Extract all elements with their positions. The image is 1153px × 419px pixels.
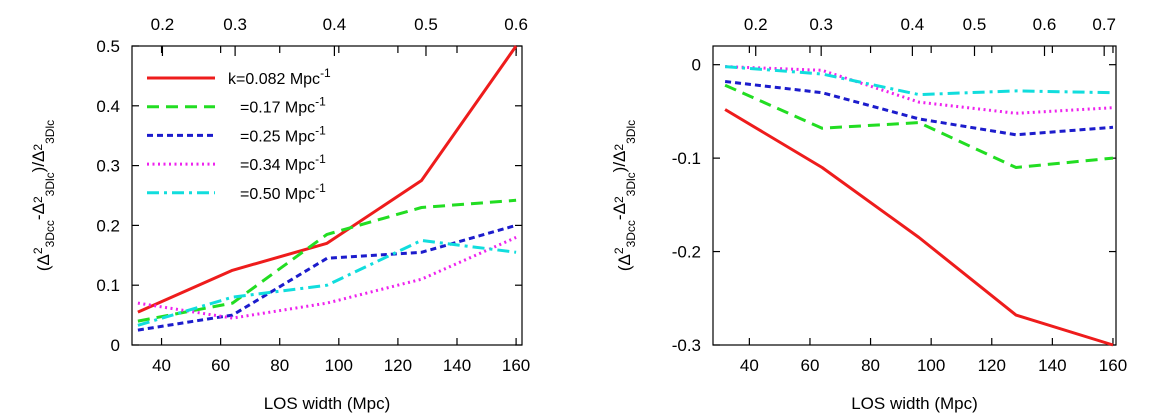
x-tick-label: 100 bbox=[917, 356, 945, 375]
legend-label-2: =0.17 Mpc-1 bbox=[240, 95, 326, 117]
top-tick-label: 0.2 bbox=[151, 15, 175, 34]
series-line-5 bbox=[724, 65, 1114, 97]
x-tick-label: 60 bbox=[211, 356, 230, 375]
x-tick-label: 40 bbox=[152, 356, 171, 375]
x-tick-label: 120 bbox=[978, 356, 1006, 375]
x-tick-label: 40 bbox=[740, 356, 759, 375]
series-line-4 bbox=[725, 65, 1114, 115]
legend-label-3: =0.25 Mpc-1 bbox=[240, 123, 326, 145]
y-tick-label: 0.2 bbox=[96, 216, 120, 235]
y-tick-label: 0.1 bbox=[96, 276, 120, 295]
x-tick-label: 100 bbox=[325, 356, 353, 375]
top-tick-label: 0.5 bbox=[963, 15, 987, 34]
top-tick-label: 0.6 bbox=[1033, 15, 1057, 34]
chart-panel-2: 40 60 80 100 120 140 160 0.2 0.3 0.4 0.5 0.6 0.7 0 -0.… bbox=[610, 15, 1127, 413]
y-tick-label: 0 bbox=[111, 336, 120, 355]
top-tick-label: 0.2 bbox=[744, 15, 768, 34]
y-tick-label: 0.3 bbox=[96, 157, 120, 176]
x-tick-label: 140 bbox=[1038, 356, 1066, 375]
y-tick-label: 0.5 bbox=[96, 37, 120, 56]
chart-panel-1: 40 60 80 100 120 140 160 0.2 0.3 0.4 0.5 0.6 0 0.1 0.2… bbox=[29, 15, 530, 413]
legend-label-5: =0.50 Mpc-1 bbox=[240, 181, 326, 203]
y-axis-label: (Δ23Dcc-Δ23Dlc)/Δ23Dlc bbox=[610, 120, 638, 271]
x-tick-label: 120 bbox=[384, 356, 412, 375]
series-line-2 bbox=[724, 83, 1114, 169]
top-tick-label: 0.7 bbox=[1092, 15, 1116, 34]
y-tick-label: -0.1 bbox=[672, 149, 701, 168]
x-tick-label: 160 bbox=[1099, 356, 1127, 375]
y-tick-label: 0 bbox=[692, 56, 701, 75]
y-tick-label: -0.2 bbox=[672, 243, 701, 262]
series-line-3 bbox=[724, 80, 1114, 137]
series-line-1 bbox=[724, 108, 1114, 347]
series-line-1 bbox=[137, 45, 518, 314]
legend-label-1: k=0.082 Mpc-1 bbox=[228, 66, 331, 88]
x-tick-label: 140 bbox=[443, 356, 471, 375]
series-line-5 bbox=[137, 238, 517, 327]
x-axis-label: LOS width (Mpc) bbox=[851, 394, 978, 413]
y-tick-label: -0.3 bbox=[672, 336, 701, 355]
x-tick-label: 80 bbox=[270, 356, 289, 375]
legend: k=0.082 Mpc-1 =0.17 Mpc-1 =0.25 Mpc-1 =0.34… bbox=[147, 66, 331, 203]
top-tick-label: 0.6 bbox=[504, 15, 528, 34]
legend-label-4: =0.34 Mpc-1 bbox=[240, 152, 326, 174]
y-tick-label: 0.4 bbox=[96, 97, 120, 116]
plot-frame bbox=[712, 45, 1117, 346]
top-tick-label: 0.4 bbox=[323, 15, 347, 34]
x-tick-label: 60 bbox=[801, 356, 820, 375]
y-axis-label: (Δ23Dcc-Δ23Dlc)/Δ23Dlc bbox=[29, 120, 57, 271]
top-tick-label: 0.3 bbox=[809, 15, 833, 34]
series-line-2 bbox=[137, 198, 517, 323]
x-axis-label: LOS width (Mpc) bbox=[264, 394, 391, 413]
top-tick-label: 0.4 bbox=[901, 15, 925, 34]
plot-frame bbox=[131, 45, 523, 346]
top-tick-label: 0.3 bbox=[223, 15, 247, 34]
series-line-4 bbox=[137, 236, 517, 320]
series-line-3 bbox=[137, 223, 517, 332]
x-tick-label: 160 bbox=[502, 356, 530, 375]
x-tick-label: 80 bbox=[861, 356, 880, 375]
top-tick-label: 0.5 bbox=[414, 15, 438, 34]
